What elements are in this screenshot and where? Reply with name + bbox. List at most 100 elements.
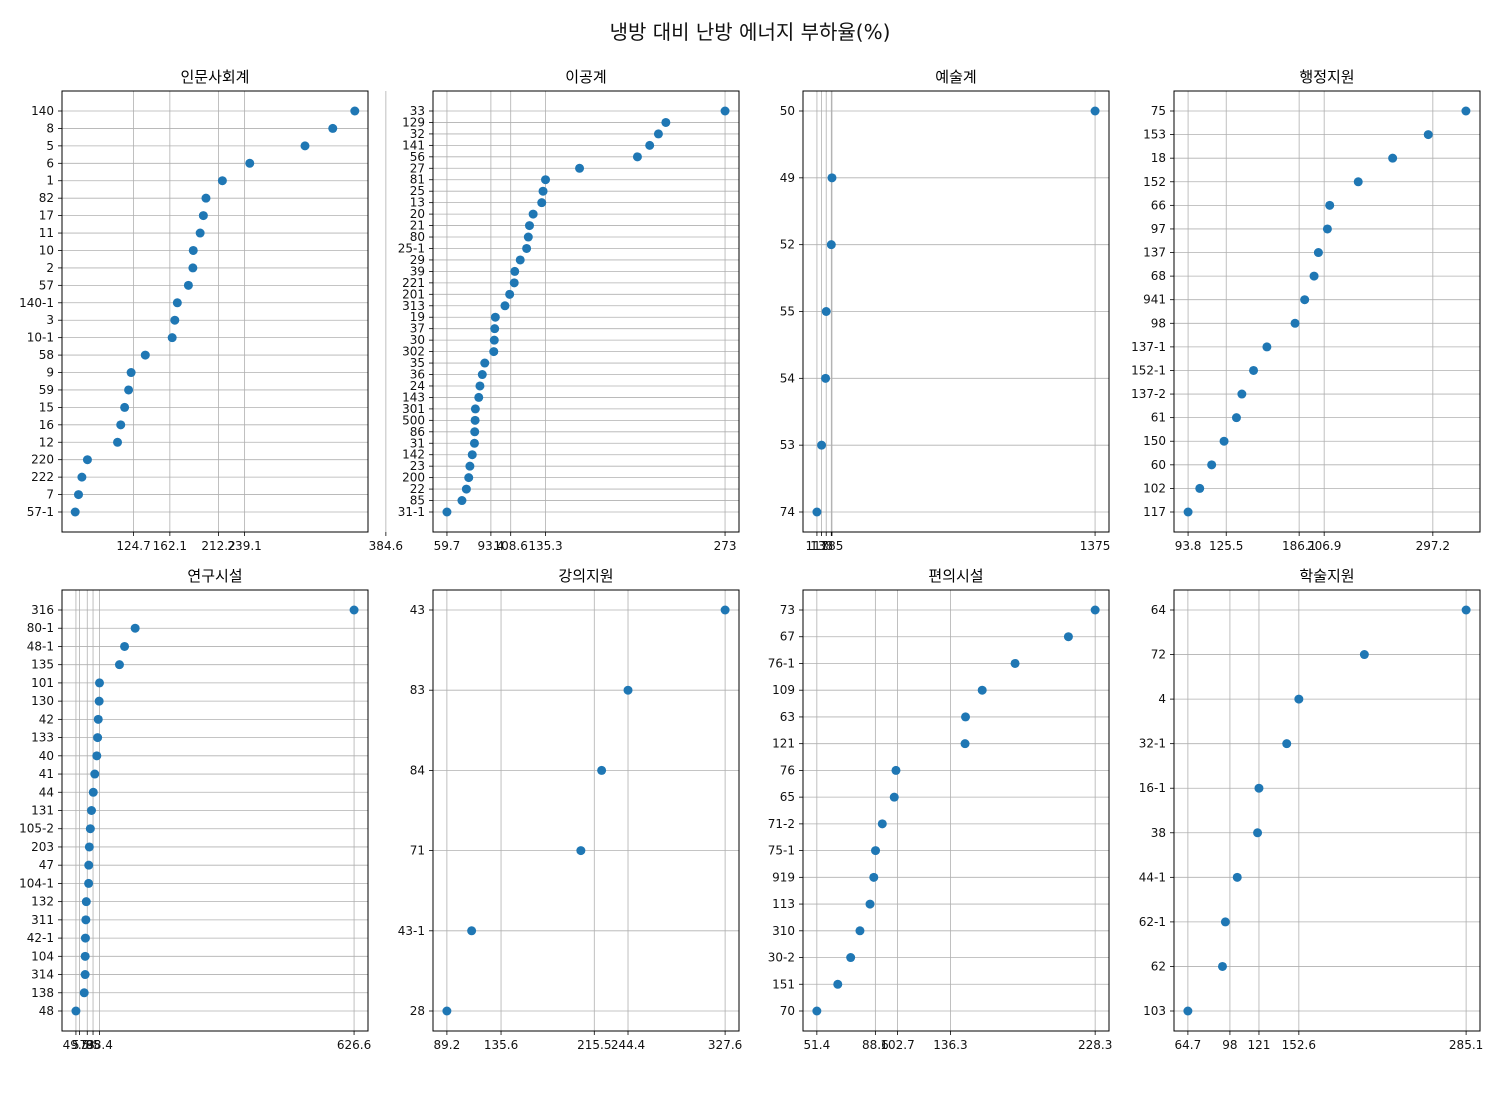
y-tick-label: 311 (31, 913, 54, 927)
data-point (538, 186, 548, 196)
y-tick-label: 61 (1151, 411, 1166, 425)
x-tick-label: 244.4 (611, 1038, 645, 1052)
data-point (470, 415, 480, 425)
y-tick-label: 105-2 (19, 822, 54, 836)
data-point (188, 245, 198, 255)
data-point (120, 402, 130, 412)
y-tick-label: 57 (39, 278, 54, 292)
y-tick-label: 80-1 (27, 621, 54, 635)
y-tick-label: 31 (410, 436, 425, 450)
y-tick-label: 35 (410, 356, 425, 370)
y-tick-label: 23 (410, 459, 425, 473)
data-point (575, 163, 585, 173)
data-point (92, 751, 102, 761)
data-point (1195, 483, 1205, 493)
y-tick-label: 75 (1151, 104, 1166, 118)
data-point (510, 266, 520, 276)
data-point (720, 106, 730, 116)
data-point (865, 899, 875, 909)
data-point (1219, 436, 1229, 446)
y-tick-label: 30 (410, 333, 425, 347)
data-point (1249, 365, 1259, 375)
x-tick-label: 212.2 (201, 539, 235, 553)
data-point (1322, 224, 1332, 234)
data-point (71, 1006, 81, 1016)
data-point (349, 605, 359, 615)
y-tick-label: 203 (31, 840, 54, 854)
y-tick-label: 32-1 (1139, 737, 1166, 751)
x-tick-label: 327.6 (708, 1038, 742, 1052)
y-tick-label: 137 (1143, 246, 1166, 260)
data-point (489, 335, 499, 345)
data-point (469, 438, 479, 448)
y-tick-label: 42 (39, 712, 54, 726)
y-tick-label: 44 (39, 785, 54, 799)
data-point (661, 117, 671, 127)
data-point (490, 324, 500, 334)
y-tick-label: 143 (402, 390, 425, 404)
y-tick-label: 49 (780, 171, 795, 185)
data-point (467, 926, 477, 936)
y-tick-label: 65 (780, 790, 795, 804)
y-tick-label: 84 (410, 763, 425, 777)
y-tick-label: 151 (772, 977, 795, 991)
x-tick-label: 73 (80, 1038, 95, 1052)
data-point (1237, 389, 1247, 399)
y-tick-label: 9 (46, 366, 54, 380)
data-point (1220, 917, 1230, 927)
y-tick-label: 72 (1151, 648, 1166, 662)
axes-frame (432, 90, 740, 533)
y-tick-label: 44-1 (1139, 870, 1166, 884)
data-point (1207, 460, 1217, 470)
y-tick-label: 50 (780, 104, 795, 118)
y-tick-label: 73 (780, 603, 795, 617)
data-point (821, 307, 831, 316)
y-tick-label: 153 (1143, 128, 1166, 142)
data-point (84, 878, 94, 888)
data-point (522, 243, 532, 253)
data-point (124, 385, 134, 395)
y-tick-label: 60 (1151, 458, 1166, 472)
data-point (523, 232, 533, 242)
data-point (1217, 961, 1227, 971)
subplot: 강의지원 89.2 135.6 215.5 244.4 327.6 28 43-1 71 84 83… (398, 567, 743, 1052)
data-point (827, 173, 837, 183)
axes-frame (1173, 90, 1481, 533)
y-tick-label: 80 (410, 230, 425, 244)
y-tick-label: 113 (772, 897, 795, 911)
data-point (93, 733, 103, 743)
y-tick-label: 222 (31, 470, 54, 484)
x-tick-label: 102.7 (880, 1038, 914, 1052)
x-tick-label: 93.4 (478, 539, 505, 553)
data-point (632, 152, 642, 162)
data-point (1461, 106, 1471, 116)
subplot-title: 행정지원 (1299, 68, 1354, 86)
y-tick-label: 19 (410, 310, 425, 324)
x-tick-label: 125.5 (1209, 539, 1243, 553)
y-tick-label: 48 (39, 1004, 54, 1018)
y-tick-label: 12 (39, 435, 54, 449)
data-point (86, 806, 96, 815)
data-point (833, 979, 843, 989)
x-tick-label: 285.1 (1449, 1038, 1483, 1052)
data-point (1388, 153, 1398, 163)
y-tick-label: 137-1 (1131, 340, 1166, 354)
subplot: 학술지원 64.7 98 121 152.6 285.1 103 62 62-1 44-1 38 16… (1139, 567, 1484, 1052)
data-point (524, 221, 534, 231)
y-tick-label: 64 (1151, 603, 1166, 617)
y-tick-label: 314 (31, 968, 54, 982)
data-point (477, 370, 487, 380)
x-tick-label: 138 (810, 539, 833, 553)
data-point (960, 739, 970, 749)
y-tick-label: 42-1 (27, 931, 54, 945)
data-point (94, 696, 104, 706)
y-tick-label: 31-1 (398, 505, 425, 519)
subplot-title: 연구시설 (187, 567, 242, 585)
x-tick-label: 239.1 (227, 539, 261, 553)
data-point (1325, 200, 1335, 210)
axes-frame (61, 589, 369, 1032)
y-tick-label: 10-1 (27, 331, 54, 345)
y-tick-label: 41 (39, 767, 54, 781)
data-point (1294, 694, 1304, 704)
